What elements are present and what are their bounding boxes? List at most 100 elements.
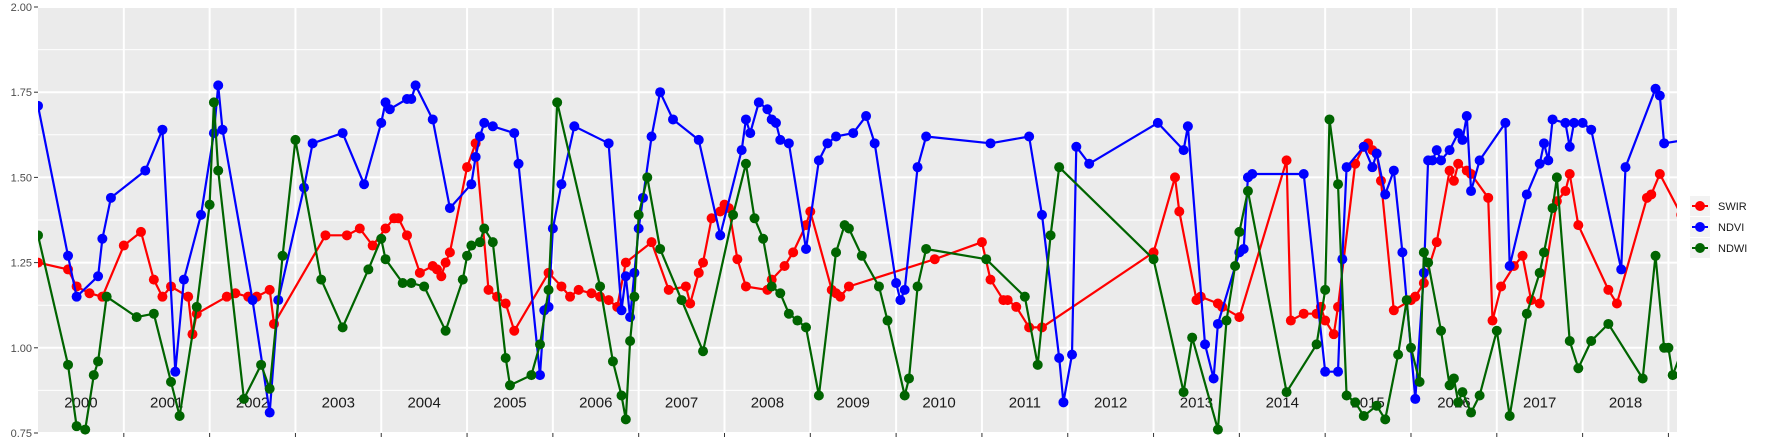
ndvi-point bbox=[1654, 90, 1665, 101]
swir-point bbox=[440, 257, 451, 268]
ndwi-point bbox=[1032, 359, 1043, 370]
ndvi-point bbox=[509, 128, 520, 139]
ndvi-point bbox=[71, 291, 82, 302]
ndvi-point bbox=[1298, 168, 1309, 179]
swir-point bbox=[1676, 212, 1677, 218]
legend-key-point bbox=[1695, 222, 1705, 232]
swir-point bbox=[264, 284, 275, 295]
ndvi-point bbox=[1431, 145, 1442, 156]
year-labels: 2000 2001 2002 2003 2004 2005 2006 2007 2008 2009… bbox=[64, 395, 1642, 412]
ndvi-point bbox=[1706, 295, 1716, 305]
swir-point bbox=[976, 237, 987, 248]
swir-point bbox=[1320, 315, 1331, 326]
ndvi-point bbox=[1504, 261, 1515, 272]
swir-point bbox=[1560, 186, 1571, 197]
ndvi-point bbox=[762, 104, 773, 115]
ndvi-point bbox=[1681, 135, 1691, 145]
ndvi-point bbox=[1461, 111, 1472, 122]
year-label: 2010 bbox=[922, 395, 955, 412]
ndwi-point bbox=[775, 288, 786, 299]
ndvi-point bbox=[178, 274, 189, 285]
swir-point bbox=[929, 254, 940, 265]
swir-point bbox=[84, 288, 95, 299]
ndvi-point bbox=[1659, 138, 1670, 149]
ndwi-point bbox=[534, 339, 545, 350]
ndvi-point bbox=[1745, 172, 1755, 182]
ndwi-point bbox=[88, 370, 99, 381]
swir-point bbox=[444, 247, 455, 258]
ndwi-point bbox=[376, 233, 387, 244]
ndvi-point bbox=[620, 271, 631, 282]
ndwi-point bbox=[1380, 414, 1391, 425]
ndwi-point bbox=[792, 315, 803, 326]
legend-key-point bbox=[1695, 201, 1705, 211]
y-tick-label: 1.50 bbox=[11, 172, 32, 184]
swir-point bbox=[183, 291, 194, 302]
swir-point bbox=[1483, 192, 1494, 203]
swir-point bbox=[1487, 315, 1498, 326]
ndvi-point bbox=[1397, 247, 1408, 258]
swir-point bbox=[680, 281, 691, 292]
ndwi-point bbox=[740, 158, 751, 169]
ndvi-point bbox=[1543, 155, 1554, 166]
ndvi-point bbox=[1388, 165, 1399, 176]
ndvi-point bbox=[1538, 138, 1549, 149]
ndvi-point bbox=[895, 295, 906, 306]
ndvi-point bbox=[921, 131, 932, 142]
ndvi-point bbox=[1466, 186, 1477, 197]
ndwi-point bbox=[676, 295, 687, 306]
y-tick-label: 0.75 bbox=[11, 428, 32, 440]
swir-point bbox=[500, 298, 511, 309]
ndvi-point bbox=[1736, 295, 1746, 305]
ndwi-point bbox=[1453, 397, 1464, 408]
year-label: 2014 bbox=[1266, 395, 1299, 412]
ndwi-point bbox=[1405, 342, 1416, 353]
swir-point bbox=[1453, 158, 1464, 169]
swir-point bbox=[1285, 315, 1296, 326]
ndvi-point bbox=[1560, 117, 1571, 128]
ndwi-point bbox=[1281, 387, 1292, 398]
ndwi-point bbox=[1711, 397, 1721, 407]
ndwi-point bbox=[204, 199, 215, 210]
ndvi-point bbox=[770, 117, 781, 128]
ndwi-point bbox=[1436, 325, 1447, 336]
series-lines bbox=[38, 80, 1755, 435]
swir-point bbox=[779, 261, 790, 272]
swir-point bbox=[1611, 298, 1622, 309]
swir-point bbox=[1685, 172, 1695, 182]
ndwi-point bbox=[474, 237, 485, 248]
ndvi-point bbox=[1071, 141, 1082, 152]
y-tick-label: 2.00 bbox=[11, 2, 32, 14]
ndvi-point bbox=[1182, 121, 1193, 132]
ndwi-point bbox=[419, 281, 430, 292]
ndwi-point bbox=[337, 322, 348, 333]
ndwi-point bbox=[290, 134, 301, 145]
swir-point bbox=[646, 237, 657, 248]
ndwi-point bbox=[526, 370, 537, 381]
swir-point bbox=[985, 274, 996, 285]
ndwi-point bbox=[620, 414, 631, 425]
ndvi-point bbox=[569, 121, 580, 132]
ndvi-point bbox=[783, 138, 794, 149]
ndwi-point bbox=[607, 356, 618, 367]
ndwi-line bbox=[38, 101, 1677, 431]
ndvi-point bbox=[801, 243, 812, 254]
swir-point bbox=[740, 281, 751, 292]
swir-point bbox=[414, 267, 425, 278]
ndvi-point bbox=[63, 250, 74, 261]
year-label: 2012 bbox=[1094, 395, 1127, 412]
swir-point bbox=[1723, 305, 1733, 315]
ndvi-point bbox=[1410, 393, 1421, 404]
ndwi-point bbox=[899, 390, 910, 401]
ndwi-point bbox=[1573, 363, 1584, 374]
ndvi-point bbox=[1371, 148, 1382, 159]
ndvi-point bbox=[1569, 117, 1580, 128]
ndvi-point bbox=[427, 114, 438, 125]
ndwi-point bbox=[462, 250, 473, 261]
ndwi-point bbox=[552, 97, 563, 108]
ndvi-point bbox=[1547, 114, 1558, 125]
ndvi-point bbox=[217, 124, 228, 135]
ndwi-point bbox=[500, 353, 511, 364]
ndvi-point bbox=[1058, 397, 1069, 408]
ndwi-point bbox=[1187, 332, 1198, 343]
